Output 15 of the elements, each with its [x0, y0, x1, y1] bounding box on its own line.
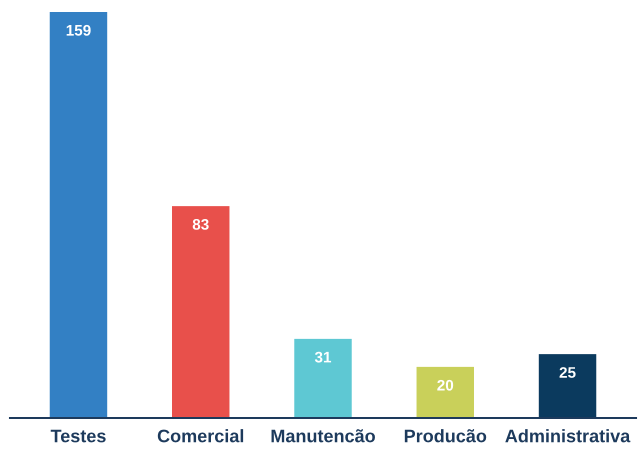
x-tick-label: Manutencão: [272, 429, 375, 442]
data-label: 83: [192, 218, 209, 230]
bar: [172, 206, 230, 418]
bar: [294, 338, 352, 418]
data-label: 20: [437, 380, 454, 391]
bar: [50, 12, 108, 418]
data-label: 159: [66, 24, 91, 36]
x-tick-label: Administrativa: [505, 429, 630, 442]
x-tick-label: Comercial: [158, 429, 244, 442]
data-label: 31: [314, 352, 332, 363]
x-tick-label: Testes: [50, 430, 106, 442]
data-label: 25: [560, 367, 576, 378]
bar: [538, 354, 596, 418]
x-tick-label: Producão: [404, 429, 486, 442]
bar: [416, 366, 474, 418]
